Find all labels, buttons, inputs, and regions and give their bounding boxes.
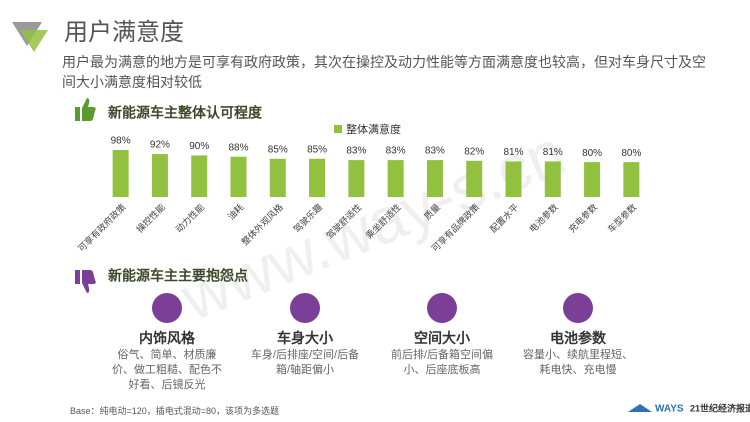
icon bbox=[427, 293, 457, 323]
bar bbox=[505, 161, 522, 197]
bar bbox=[230, 156, 247, 197]
logo: WAYS bbox=[655, 404, 684, 415]
chart-title: 新能源车主整体认可程度 bbox=[108, 105, 263, 121]
icon bbox=[152, 293, 182, 323]
value-label: 85% bbox=[268, 144, 288, 155]
value-label: 81% bbox=[543, 147, 563, 158]
complaint-description: 车身/后排座/空间/后备箱/轴距偏小 bbox=[250, 349, 360, 376]
x-tick-label: 操控性能 bbox=[134, 201, 167, 234]
page-title: 用户满意度 bbox=[64, 19, 184, 46]
bar bbox=[426, 160, 443, 197]
x-tick-label: 油耗 bbox=[225, 201, 246, 222]
bar bbox=[466, 160, 483, 197]
bar bbox=[623, 162, 640, 197]
value-label: 81% bbox=[503, 147, 523, 158]
thumbs-up-icon bbox=[75, 98, 96, 121]
complaint-description: 前后排/后备箱空间偏小、后座底板高 bbox=[390, 349, 494, 376]
value-label: 88% bbox=[228, 142, 248, 153]
legend-label: 整体满意度 bbox=[346, 122, 401, 136]
icon bbox=[563, 293, 593, 323]
thumbs-down-icon bbox=[75, 270, 96, 293]
logo-shape bbox=[20, 30, 48, 52]
ways-logo-mark bbox=[628, 404, 652, 412]
value-label: 98% bbox=[111, 136, 131, 147]
legend-swatch bbox=[334, 125, 342, 133]
value-label: 80% bbox=[621, 148, 641, 159]
bar bbox=[348, 160, 365, 197]
x-tick-label: 可享有政府政策 bbox=[75, 201, 127, 253]
value-label: 82% bbox=[464, 146, 484, 157]
value-label: 92% bbox=[150, 140, 170, 151]
x-tick-label: 车型参数 bbox=[605, 201, 638, 234]
bar bbox=[191, 155, 208, 197]
footnote: Base：纯电动=120，插电式混动=80，该项为多选题 bbox=[70, 406, 280, 416]
bar bbox=[151, 154, 168, 197]
section-title: 新能源车主主要抱怨点 bbox=[108, 268, 248, 284]
x-tick-label: 充电参数 bbox=[566, 201, 599, 234]
x-tick-label: 动力性能 bbox=[173, 201, 206, 234]
bar bbox=[269, 158, 286, 197]
complaint-title: 空间大小 bbox=[414, 330, 470, 346]
value-label: 83% bbox=[386, 146, 406, 157]
complaint-title: 内饰风格 bbox=[139, 330, 195, 346]
icon bbox=[290, 293, 320, 323]
subtitle: 用户最为满意的地方是可享有政府政策，其次在操控及动力性能等方面满意度也较高，但对… bbox=[62, 54, 706, 90]
complaint-title: 电池参数 bbox=[550, 330, 606, 346]
bar bbox=[544, 161, 561, 197]
value-label: 83% bbox=[346, 146, 366, 157]
x-tick-label: 电池参数 bbox=[527, 201, 560, 234]
value-label: 90% bbox=[189, 141, 209, 152]
bar bbox=[584, 162, 601, 197]
complaint-description: 俗气、简单、材质廉价、做工粗糙、配色不好看、后镜反光 bbox=[112, 349, 222, 391]
value-label: 85% bbox=[307, 144, 327, 155]
bar bbox=[387, 160, 404, 197]
bar bbox=[112, 150, 129, 197]
bar bbox=[309, 158, 326, 197]
complaint-description: 容量小、续航里程短、耗电快、充电慢 bbox=[523, 349, 633, 376]
value-label: 83% bbox=[425, 146, 445, 157]
logo: 21世纪经济报道 bbox=[690, 402, 750, 413]
complaint-title: 车身大小 bbox=[277, 330, 333, 346]
value-label: 80% bbox=[582, 148, 602, 159]
